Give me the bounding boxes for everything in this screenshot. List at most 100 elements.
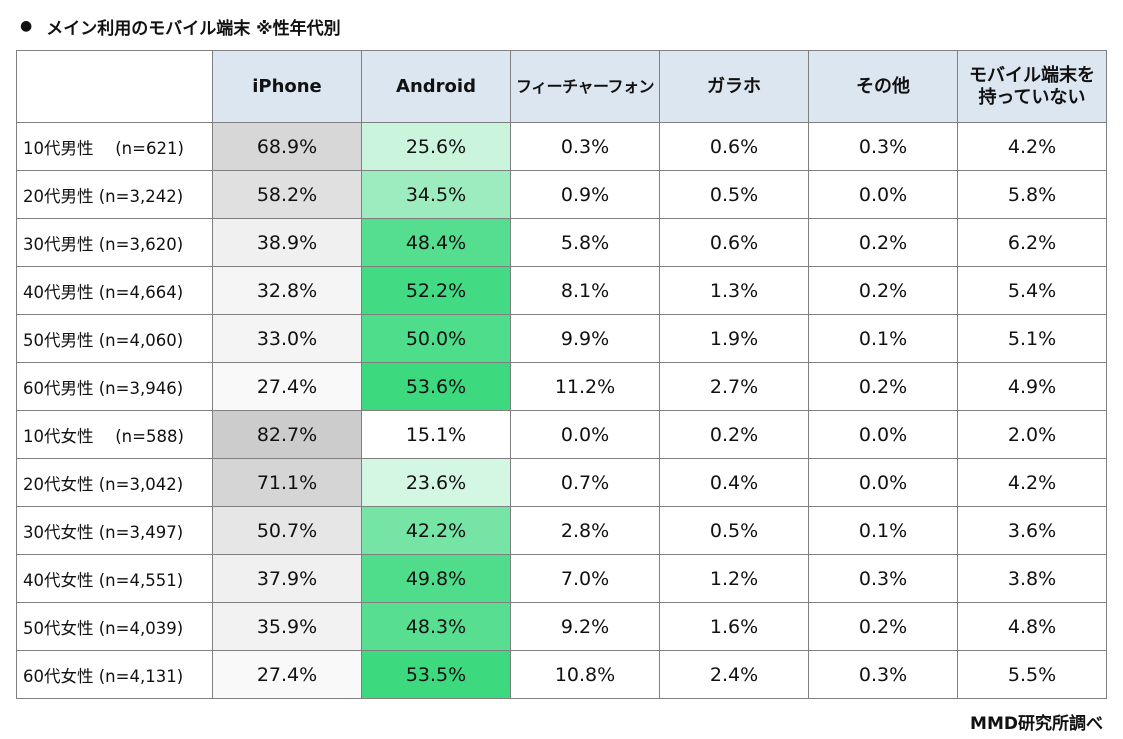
value-cell: 35.9% — [212, 602, 362, 651]
value-cell: 0.2% — [808, 362, 958, 411]
value-cell: 0.1% — [808, 314, 958, 363]
value-cell: 50.7% — [212, 506, 362, 555]
value-cell: 37.9% — [212, 554, 362, 603]
value-cell: 68.9% — [212, 122, 362, 171]
table-row: 20代女性 (n=3,042) 71.1% 23.6% 0.7% 0.4% 0.0% 4.2… — [16, 458, 1107, 507]
value-cell: 4.8% — [957, 602, 1107, 651]
row-label: 60代男性 (n=3,946) — [16, 362, 213, 411]
header-row: iPhone Android フィーチャーフォン ガラホ その他 モバイル端末を… — [16, 50, 1107, 123]
value-cell: 6.2% — [957, 218, 1107, 267]
row-label: 30代男性 (n=3,620) — [16, 218, 213, 267]
row-label: 50代男性 (n=4,060) — [16, 314, 213, 363]
value-cell: 3.8% — [957, 554, 1107, 603]
table-row: 50代男性 (n=4,060) 33.0% 50.0% 9.9% 1.9% 0.1% 5.1… — [16, 314, 1107, 363]
value-cell: 2.4% — [659, 650, 809, 699]
value-cell: 4.2% — [957, 122, 1107, 171]
value-cell: 5.8% — [957, 170, 1107, 219]
value-cell: 27.4% — [212, 650, 362, 699]
table-body: 10代男性 (n=621) 68.9% 25.6% 0.3% 0.6% 0.3% 4.2% 2… — [16, 122, 1107, 699]
title-text: メイン利用のモバイル端末 ※性年代別 — [46, 18, 341, 39]
row-label: 50代女性 (n=4,039) — [16, 602, 213, 651]
value-cell: 82.7% — [212, 410, 362, 459]
table-row: 60代男性 (n=3,946) 27.4% 53.6% 11.2% 2.7% 0.2% 4.… — [16, 362, 1107, 411]
row-label: 20代男性 (n=3,242) — [16, 170, 213, 219]
row-label: 20代女性 (n=3,042) — [16, 458, 213, 507]
value-cell: 2.8% — [510, 506, 660, 555]
value-cell: 0.2% — [659, 410, 809, 459]
value-cell: 0.0% — [808, 410, 958, 459]
chart-title: ● メイン利用のモバイル端末 ※性年代別 — [20, 12, 341, 40]
value-cell: 0.3% — [808, 554, 958, 603]
header-no-device: モバイル端末を 持っていない — [957, 50, 1107, 123]
value-cell: 0.0% — [808, 170, 958, 219]
value-cell: 5.5% — [957, 650, 1107, 699]
value-cell: 25.6% — [361, 122, 511, 171]
value-cell: 27.4% — [212, 362, 362, 411]
header-android: Android — [361, 50, 511, 123]
value-cell: 0.4% — [659, 458, 809, 507]
value-cell: 10.8% — [510, 650, 660, 699]
value-cell: 0.2% — [808, 218, 958, 267]
value-cell: 8.1% — [510, 266, 660, 315]
value-cell: 0.0% — [510, 410, 660, 459]
value-cell: 9.9% — [510, 314, 660, 363]
row-label: 10代女性 (n=588) — [16, 410, 213, 459]
value-cell: 0.9% — [510, 170, 660, 219]
value-cell: 2.7% — [659, 362, 809, 411]
value-cell: 0.5% — [659, 506, 809, 555]
value-cell: 71.1% — [212, 458, 362, 507]
row-label: 30代女性 (n=3,497) — [16, 506, 213, 555]
value-cell: 53.6% — [361, 362, 511, 411]
value-cell: 0.1% — [808, 506, 958, 555]
table-row: 30代男性 (n=3,620) 38.9% 48.4% 5.8% 0.6% 0.2% 6.2… — [16, 218, 1107, 267]
row-label: 40代男性 (n=4,664) — [16, 266, 213, 315]
table-row: 30代女性 (n=3,497) 50.7% 42.2% 2.8% 0.5% 0.1% 3.6… — [16, 506, 1107, 555]
title-bullet: ● — [20, 18, 33, 34]
value-cell: 1.9% — [659, 314, 809, 363]
header-no-device-label: モバイル端末を 持っていない — [969, 64, 1095, 108]
value-cell: 0.6% — [659, 218, 809, 267]
value-cell: 5.8% — [510, 218, 660, 267]
value-cell: 53.5% — [361, 650, 511, 699]
value-cell: 0.3% — [510, 122, 660, 171]
header-iphone: iPhone — [212, 50, 362, 123]
header-corner — [16, 50, 213, 123]
value-cell: 52.2% — [361, 266, 511, 315]
value-cell: 42.2% — [361, 506, 511, 555]
value-cell: 0.2% — [808, 266, 958, 315]
row-label: 60代女性 (n=4,131) — [16, 650, 213, 699]
value-cell: 50.0% — [361, 314, 511, 363]
value-cell: 32.8% — [212, 266, 362, 315]
header-feature-phone: フィーチャーフォン — [510, 50, 660, 123]
value-cell: 1.6% — [659, 602, 809, 651]
value-cell: 0.0% — [808, 458, 958, 507]
value-cell: 5.1% — [957, 314, 1107, 363]
value-cell: 0.7% — [510, 458, 660, 507]
value-cell: 3.6% — [957, 506, 1107, 555]
value-cell: 33.0% — [212, 314, 362, 363]
table-row: 10代男性 (n=621) 68.9% 25.6% 0.3% 0.6% 0.3% 4.2% — [16, 122, 1107, 171]
value-cell: 0.3% — [808, 650, 958, 699]
value-cell: 4.9% — [957, 362, 1107, 411]
source-credit: MMD研究所調べ — [970, 714, 1103, 734]
header-garaho: ガラホ — [659, 50, 809, 123]
header-other: その他 — [808, 50, 958, 123]
table-row: 40代女性 (n=4,551) 37.9% 49.8% 7.0% 1.2% 0.3% 3.8… — [16, 554, 1107, 603]
value-cell: 15.1% — [361, 410, 511, 459]
table-row: 50代女性 (n=4,039) 35.9% 48.3% 9.2% 1.6% 0.2% 4.8… — [16, 602, 1107, 651]
row-label: 10代男性 (n=621) — [16, 122, 213, 171]
value-cell: 9.2% — [510, 602, 660, 651]
value-cell: 1.2% — [659, 554, 809, 603]
value-cell: 48.4% — [361, 218, 511, 267]
value-cell: 0.5% — [659, 170, 809, 219]
value-cell: 0.3% — [808, 122, 958, 171]
value-cell: 49.8% — [361, 554, 511, 603]
data-table: iPhone Android フィーチャーフォン ガラホ その他 モバイル端末を… — [16, 50, 1107, 699]
value-cell: 34.5% — [361, 170, 511, 219]
table-row: 10代女性 (n=588) 82.7% 15.1% 0.0% 0.2% 0.0% 2.0% — [16, 410, 1107, 459]
value-cell: 2.0% — [957, 410, 1107, 459]
row-label: 40代女性 (n=4,551) — [16, 554, 213, 603]
value-cell: 0.6% — [659, 122, 809, 171]
value-cell: 4.2% — [957, 458, 1107, 507]
table-row: 40代男性 (n=4,664) 32.8% 52.2% 8.1% 1.3% 0.2% 5.4… — [16, 266, 1107, 315]
